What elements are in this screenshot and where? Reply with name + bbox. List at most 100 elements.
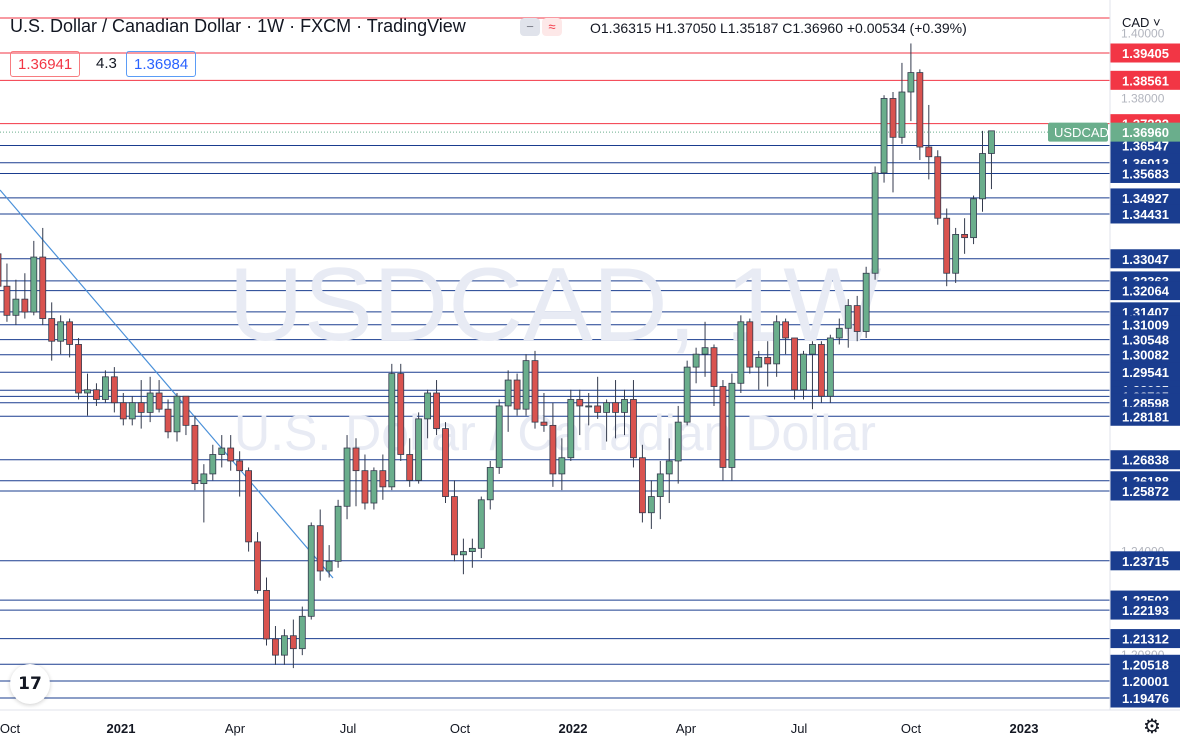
candle-body — [504, 379, 512, 407]
candle-down — [3, 263, 11, 322]
candle-body — [433, 392, 440, 429]
candle-down — [764, 341, 772, 387]
candle-body — [943, 217, 951, 274]
candle-body — [665, 460, 673, 475]
candle-body — [979, 153, 986, 200]
candle-body — [289, 635, 297, 650]
candle-body — [200, 473, 208, 485]
candle-up — [57, 315, 65, 355]
candle-body — [75, 344, 82, 394]
candle-up — [728, 373, 736, 481]
support-price-tag — [1110, 345, 1180, 365]
candle-body — [209, 454, 217, 475]
candle-down — [21, 273, 29, 319]
candle-up — [84, 373, 91, 416]
candle-up — [674, 405, 682, 484]
candle-down — [433, 380, 440, 436]
candle-body — [656, 473, 664, 497]
candle-up — [970, 195, 977, 245]
candle-body — [30, 256, 38, 313]
candle-down — [540, 392, 548, 432]
time-axis[interactable]: Oct 2021 Apr Jul Oct 2022 Apr Jul Oct 2023 — [0, 721, 1038, 736]
candle-up — [468, 538, 476, 568]
candle-body — [639, 457, 646, 514]
support-price-tag — [1110, 481, 1180, 501]
candle-up — [298, 606, 306, 656]
candle-body — [0, 253, 2, 287]
candle-down — [549, 402, 557, 487]
candle-body — [110, 376, 118, 404]
support-price-label: 1.25872 — [1122, 484, 1169, 499]
sell-price-button[interactable]: 1.36941 — [10, 51, 81, 77]
x-tick-label: Jul — [791, 721, 808, 736]
resistance-price-tag — [1110, 43, 1180, 63]
candle-body — [603, 402, 610, 413]
candle-body — [191, 424, 199, 485]
compare-button[interactable]: ≈ — [542, 18, 562, 36]
candle-body — [594, 405, 602, 413]
candle-body — [719, 386, 727, 468]
candle-up — [30, 240, 38, 316]
candle-up — [173, 392, 181, 442]
candle-body — [782, 321, 789, 339]
candle-body — [773, 321, 781, 365]
y-tick-label: 1.38000 — [1121, 91, 1165, 105]
candle-body — [710, 347, 718, 387]
chart-title: U.S. Dollar / Canadian Dollar · 1W · FXC… — [10, 16, 466, 36]
candle-up — [988, 130, 995, 190]
candle-down — [191, 415, 199, 491]
support-price-label: 1.22193 — [1122, 603, 1169, 618]
candle-up — [898, 62, 906, 144]
candle-down — [818, 341, 825, 403]
candle-down — [289, 619, 297, 669]
support-price-label: 1.32064 — [1122, 284, 1170, 299]
candle-up — [737, 315, 745, 393]
support-price-label: 1.20001 — [1122, 674, 1169, 689]
candle-body — [334, 505, 342, 562]
candle-body — [298, 615, 306, 650]
candle-up — [567, 389, 575, 461]
candle-down — [119, 392, 127, 426]
price-axis[interactable]: 1.400001.380001.360001.260001.240001.208… — [0, 0, 1180, 711]
candle-up — [880, 95, 888, 183]
trend-line[interactable] — [0, 189, 334, 579]
candle-body — [576, 399, 584, 407]
candle-down — [155, 380, 163, 413]
candle-down — [916, 69, 924, 160]
gear-icon[interactable]: ⚙ — [1143, 716, 1161, 738]
candle-up — [558, 438, 566, 491]
buy-price-button[interactable]: 1.36984 — [126, 51, 197, 77]
candle-body — [835, 327, 843, 339]
candle-body — [325, 560, 333, 572]
ohlc-readout: O1.36315 H1.37050 L1.35187 C1.36960 +0.0… — [590, 20, 967, 36]
trend-line-segment[interactable] — [0, 189, 334, 579]
candle-body — [370, 470, 378, 504]
support-price-label: 1.36547 — [1122, 138, 1169, 153]
candle-body — [424, 392, 432, 420]
support-price-tag — [1110, 551, 1180, 571]
candle-up — [826, 334, 834, 403]
candle-up — [495, 399, 503, 474]
candle-body — [218, 447, 226, 455]
candle-up — [522, 354, 530, 416]
candle-body — [451, 496, 458, 556]
support-price-label: 1.23715 — [1122, 554, 1169, 569]
candle-down — [943, 208, 951, 287]
support-price-label: 1.34431 — [1122, 207, 1169, 222]
candle-down — [531, 350, 539, 429]
candle-up — [800, 350, 807, 400]
candle-body — [128, 402, 136, 420]
currency-dropdown[interactable]: CAD ˅ — [1122, 15, 1161, 30]
candle-body — [316, 525, 324, 572]
candle-up — [128, 396, 136, 426]
candle-down — [272, 626, 279, 665]
tradingview-logo-icon[interactable]: 17 — [10, 664, 50, 704]
hide-indicator-button[interactable]: − — [520, 18, 540, 36]
candle-body — [809, 344, 816, 355]
candle-up — [388, 363, 396, 491]
candle-body — [272, 638, 279, 656]
candle-up — [209, 444, 217, 481]
candle-down — [254, 532, 261, 594]
watermark-symbol: USDCAD, 1W — [229, 247, 882, 363]
